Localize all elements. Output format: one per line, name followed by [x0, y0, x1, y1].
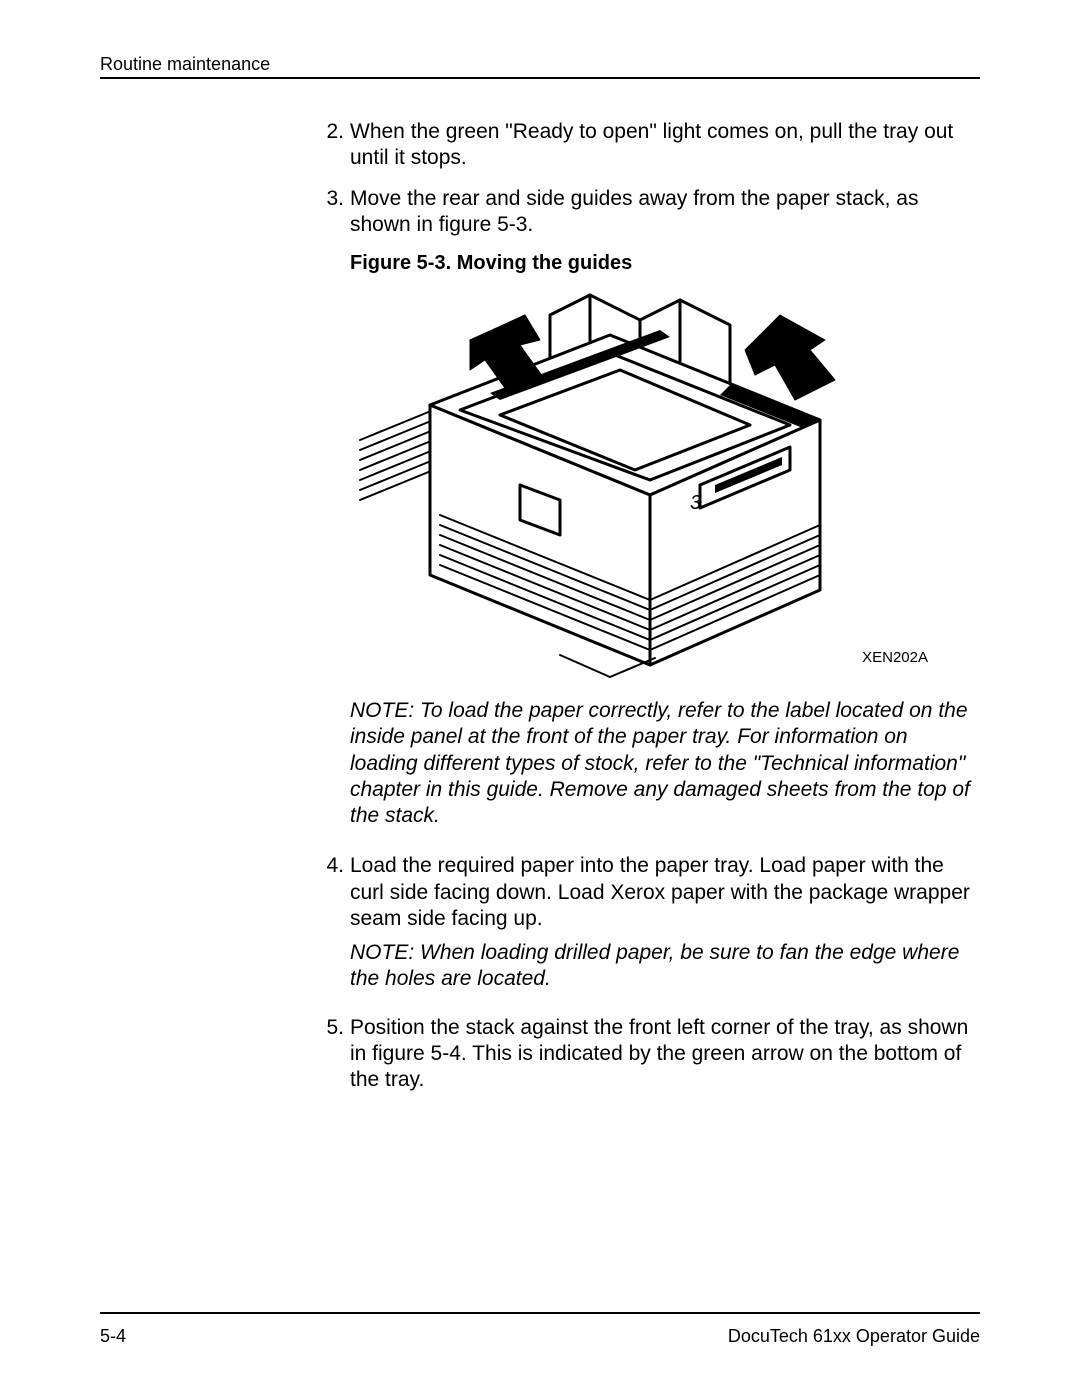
header-rule: [100, 77, 980, 79]
section-header: Routine maintenance: [100, 54, 980, 75]
figure-5-3: 3 XEN202A: [350, 285, 940, 680]
doc-title: DocuTech 61xx Operator Guide: [728, 1326, 980, 1347]
step-3: 3. Move the rear and side guides away fr…: [318, 186, 980, 239]
step-5: 5. Position the stack against the front …: [318, 1015, 980, 1094]
step-text: Position the stack against the front lef…: [350, 1015, 980, 1094]
footer-rule: [100, 1312, 980, 1314]
page-footer: 5-4 DocuTech 61xx Operator Guide: [100, 1312, 980, 1347]
figure-code: XEN202A: [862, 649, 928, 666]
step-text: Move the rear and side guides away from …: [350, 186, 980, 239]
step-number: 3.: [318, 186, 350, 239]
figure-caption: Figure 5-3. Moving the guides: [350, 252, 980, 275]
step-4: 4. Load the required paper into the pape…: [318, 853, 980, 992]
step-number: 4.: [318, 853, 350, 992]
step-text-body: Load the required paper into the paper t…: [350, 854, 970, 930]
step-number: 5.: [318, 1015, 350, 1094]
step-text: When the green "Ready to open" light com…: [350, 119, 980, 172]
page-number: 5-4: [100, 1326, 126, 1347]
page: Routine maintenance 2. When the green "R…: [0, 0, 1080, 1397]
step-text: Load the required paper into the paper t…: [350, 853, 980, 992]
note-after-figure: NOTE: To load the paper correctly, refer…: [350, 698, 980, 829]
step-2: 2. When the green "Ready to open" light …: [318, 119, 980, 172]
tray-number-label: 3: [690, 492, 701, 514]
guides-illustration: 3: [350, 285, 940, 680]
body-content: 2. When the green "Ready to open" light …: [318, 119, 980, 1093]
note-after-step4: NOTE: When loading drilled paper, be sur…: [350, 940, 980, 993]
step-number: 2.: [318, 119, 350, 172]
